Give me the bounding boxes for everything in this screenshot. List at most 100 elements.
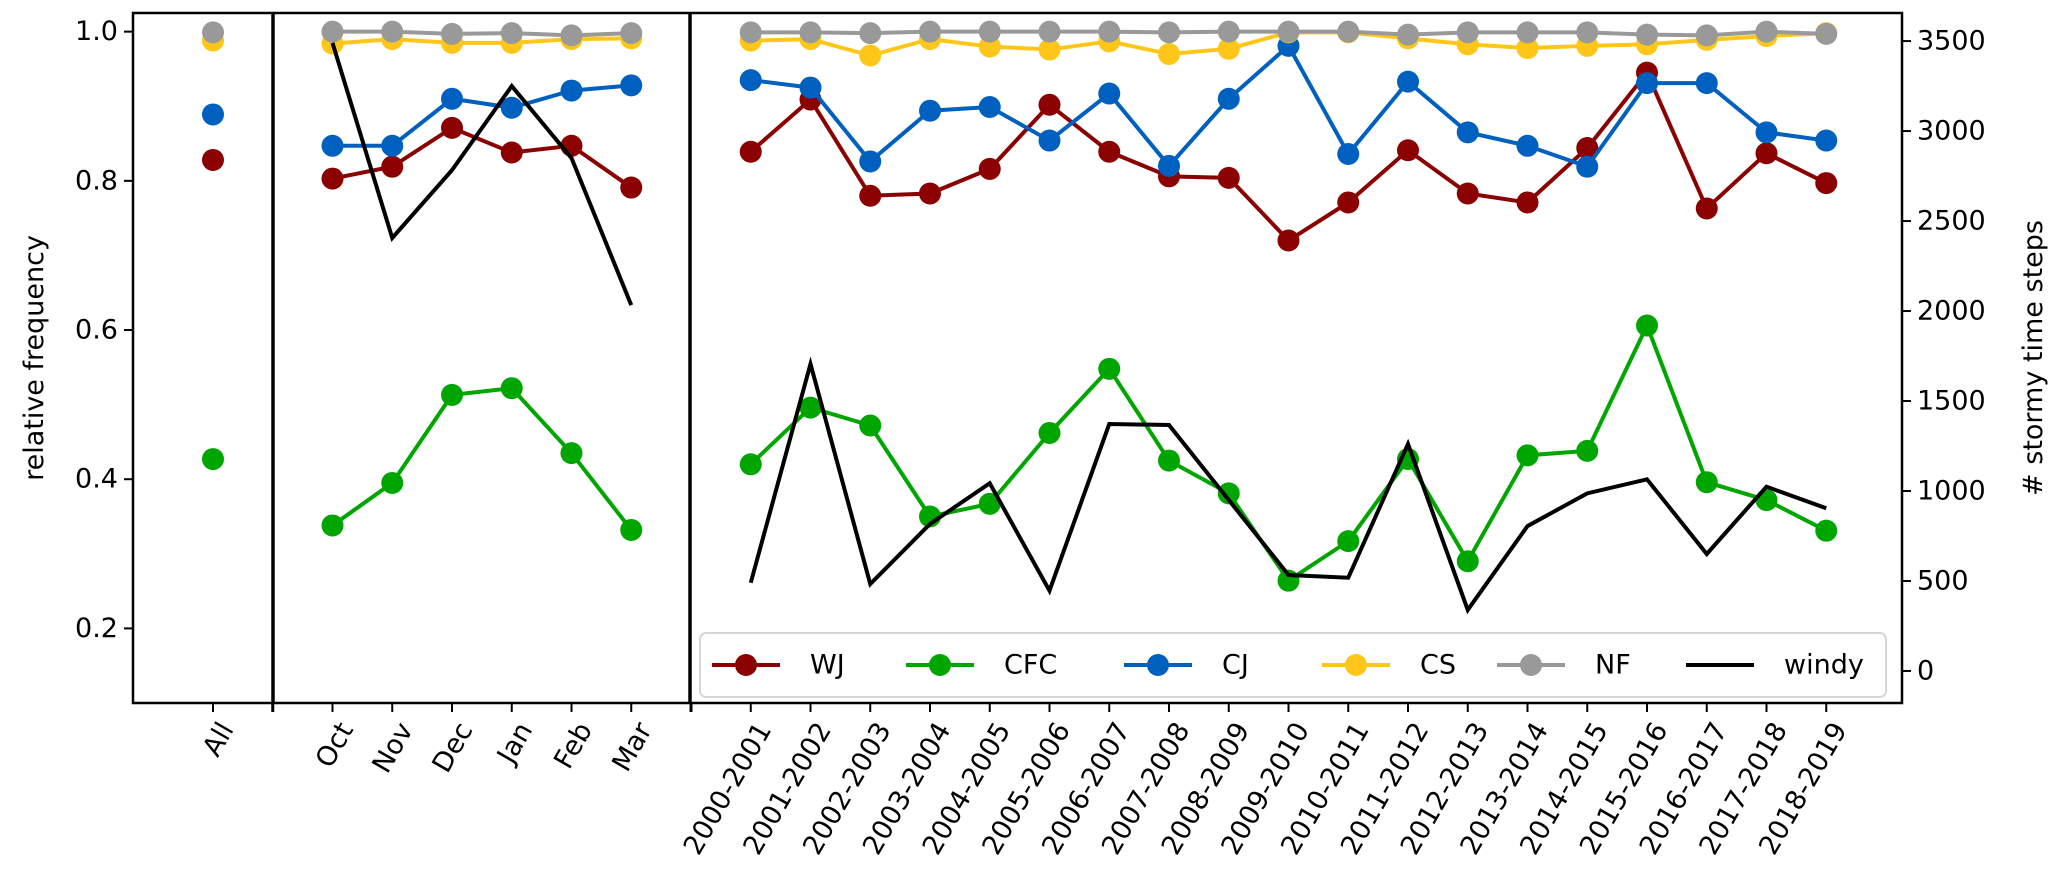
point-cj-all — [202, 103, 224, 126]
point-cj-jan — [500, 96, 523, 119]
left-y-axis-title: relative frequency — [19, 235, 50, 481]
x-tick-label-all: All — [197, 717, 241, 761]
point-wj-2004-2005 — [978, 157, 1001, 180]
y-right-tick-label-1000: 1000 — [1917, 475, 1986, 506]
point-nf-2000-2001 — [739, 21, 762, 44]
point-wj-2000-2001 — [739, 140, 762, 163]
point-cs-2002-2003 — [859, 44, 882, 67]
point-cfc-jan — [500, 377, 523, 400]
legend-entry-nf: NF — [1497, 650, 1631, 681]
y-right-tick-label-2500: 2500 — [1917, 206, 1986, 237]
point-wj-nov — [381, 155, 404, 178]
series-windy — [330, 42, 1827, 615]
y-tick-label-0-6: 0.6 — [75, 315, 118, 346]
point-cfc-2006-2007 — [1098, 357, 1121, 380]
point-wj-all — [202, 148, 224, 171]
series-line-cs-months — [332, 36, 632, 46]
point-wj-jan — [500, 141, 523, 164]
series-line-windy-seasons — [748, 356, 1827, 615]
point-cj-feb — [560, 79, 583, 102]
point-wj-2006-2007 — [1098, 140, 1121, 163]
legend-entry-cfc: CFC — [906, 650, 1057, 681]
point-nf-all — [202, 21, 224, 44]
point-cj-2018-2019 — [1815, 129, 1838, 152]
point-cj-dec — [441, 87, 463, 110]
x-tick-label-mar: Mar — [606, 716, 659, 776]
point-nf-dec — [441, 22, 463, 45]
point-wj-2010-2011 — [1337, 191, 1360, 214]
legend-entry-cj: CJ — [1124, 650, 1249, 681]
point-cj-2016-2017 — [1695, 72, 1718, 95]
point-nf-2004-2005 — [978, 20, 1001, 43]
legend-marker-cs — [1345, 654, 1367, 676]
y-right-tick-label-3500: 3500 — [1917, 26, 1986, 57]
right-y-axis-title: # stormy time steps — [2018, 220, 2049, 496]
point-nf-2013-2014 — [1516, 21, 1539, 44]
point-nf-2018-2019 — [1815, 22, 1838, 45]
point-cfc-2016-2017 — [1695, 471, 1718, 494]
y-tick-label-1-0: 1.0 — [75, 16, 118, 47]
legend-label-nf: NF — [1595, 650, 1631, 681]
y-tick-label-0-8: 0.8 — [75, 165, 118, 196]
series-nf — [202, 20, 1838, 47]
point-wj-2018-2019 — [1815, 172, 1838, 195]
point-nf-oct — [321, 20, 344, 43]
x-tick-label-oct: Oct — [310, 717, 360, 773]
legend-label-cfc: CFC — [1004, 650, 1057, 681]
point-cj-2015-2016 — [1636, 72, 1658, 95]
series-layer — [202, 20, 1838, 615]
point-cj-2013-2014 — [1516, 134, 1539, 157]
y-right-tick-label-1500: 1500 — [1917, 386, 1986, 417]
point-cj-2012-2013 — [1456, 121, 1479, 144]
point-cfc-all — [202, 448, 224, 471]
point-cfc-2015-2016 — [1636, 314, 1658, 337]
point-cs-2008-2009 — [1217, 37, 1240, 60]
point-wj-2012-2013 — [1456, 182, 1479, 205]
y-tick-label-0-4: 0.4 — [75, 464, 118, 495]
x-tick-label-nov: Nov — [366, 717, 419, 778]
point-cfc-nov — [381, 471, 404, 494]
series-line-wj-months — [332, 125, 633, 190]
point-nf-nov — [381, 20, 404, 43]
point-cfc-2001-2002 — [799, 396, 822, 419]
point-nf-2011-2012 — [1397, 23, 1419, 46]
point-cfc-2000-2001 — [739, 453, 762, 476]
x-tick-label-feb: Feb — [548, 717, 599, 774]
point-wj-2014-2015 — [1576, 137, 1599, 160]
point-cj-2010-2011 — [1337, 142, 1360, 165]
point-wj-2002-2003 — [859, 184, 882, 207]
x-tick-label-jan: Jan — [491, 717, 540, 770]
point-nf-2016-2017 — [1695, 24, 1718, 47]
legend-label-windy: windy — [1784, 650, 1864, 681]
point-nf-2007-2008 — [1158, 21, 1180, 44]
point-cfc-2013-2014 — [1516, 444, 1539, 467]
point-nf-2001-2002 — [799, 21, 822, 44]
point-cj-2004-2005 — [978, 95, 1001, 118]
legend-marker-cfc — [929, 654, 951, 676]
point-nf-feb — [560, 24, 583, 47]
point-cj-nov — [381, 134, 404, 157]
point-wj-2017-2018 — [1755, 142, 1778, 165]
axes-frame — [131, 11, 1904, 705]
legend-entry-windy: windy — [1686, 650, 1864, 681]
point-cfc-2008-2009 — [1217, 482, 1240, 505]
point-nf-2017-2018 — [1755, 20, 1778, 43]
point-cs-2005-2006 — [1038, 38, 1061, 61]
series-cj — [202, 34, 1838, 178]
legend: WJ CFC CJ CS NF windy — [699, 632, 1887, 698]
point-cfc-2005-2006 — [1038, 421, 1061, 444]
point-cfc-dec — [441, 383, 463, 406]
series-line-cj-months — [332, 83, 632, 148]
point-nf-mar — [620, 22, 643, 45]
point-wj-2011-2012 — [1397, 139, 1419, 162]
point-nf-2002-2003 — [859, 22, 882, 45]
point-cj-2005-2006 — [1038, 129, 1061, 152]
point-cs-2013-2014 — [1516, 37, 1539, 60]
point-cj-2007-2008 — [1158, 154, 1180, 177]
legend-entry-cs: CS — [1322, 650, 1456, 681]
point-wj-2016-2017 — [1695, 197, 1718, 220]
point-nf-2006-2007 — [1098, 20, 1121, 43]
point-nf-2015-2016 — [1636, 23, 1658, 46]
legend-entry-wj: WJ — [712, 650, 845, 681]
